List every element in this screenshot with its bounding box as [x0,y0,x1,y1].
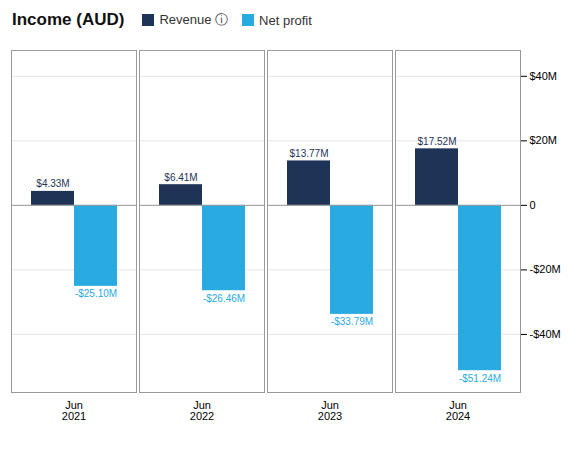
html-text:Revenue ⓘ: Revenue ⓘ [159,12,229,27]
svg-text:$6.41M: $6.41M [164,172,197,183]
svg-text:-$20M: -$20M [530,263,561,275]
svg-text:-$26.46M: -$26.46M [203,293,245,304]
svg-text:$40M: $40M [530,70,558,82]
svg-text:Jun2022: Jun2022 [190,399,214,422]
svg-text:Jun2024: Jun2024 [446,399,470,422]
svg-text:$13.77M: $13.77M [290,148,329,159]
svg-text:-$40M: -$40M [530,328,561,340]
svg-text:$4.33M: $4.33M [36,178,69,189]
html-text:Net profit: Net profit [259,12,312,28]
svg-text:-$51.24M: -$51.24M [459,373,501,384]
html-text:Income (AUD): Income (AUD) [12,10,125,29]
svg-text:Jun2021: Jun2021 [62,399,86,422]
svg-text:-$25.10M: -$25.10M [75,288,117,299]
svg-text:$20M: $20M [530,134,558,146]
svg-text:$17.52M: $17.52M [418,136,457,147]
svg-text:-$33.79M: -$33.79M [331,316,373,327]
svg-text:Jun2023: Jun2023 [318,399,342,422]
svg-text:0: 0 [530,199,536,211]
